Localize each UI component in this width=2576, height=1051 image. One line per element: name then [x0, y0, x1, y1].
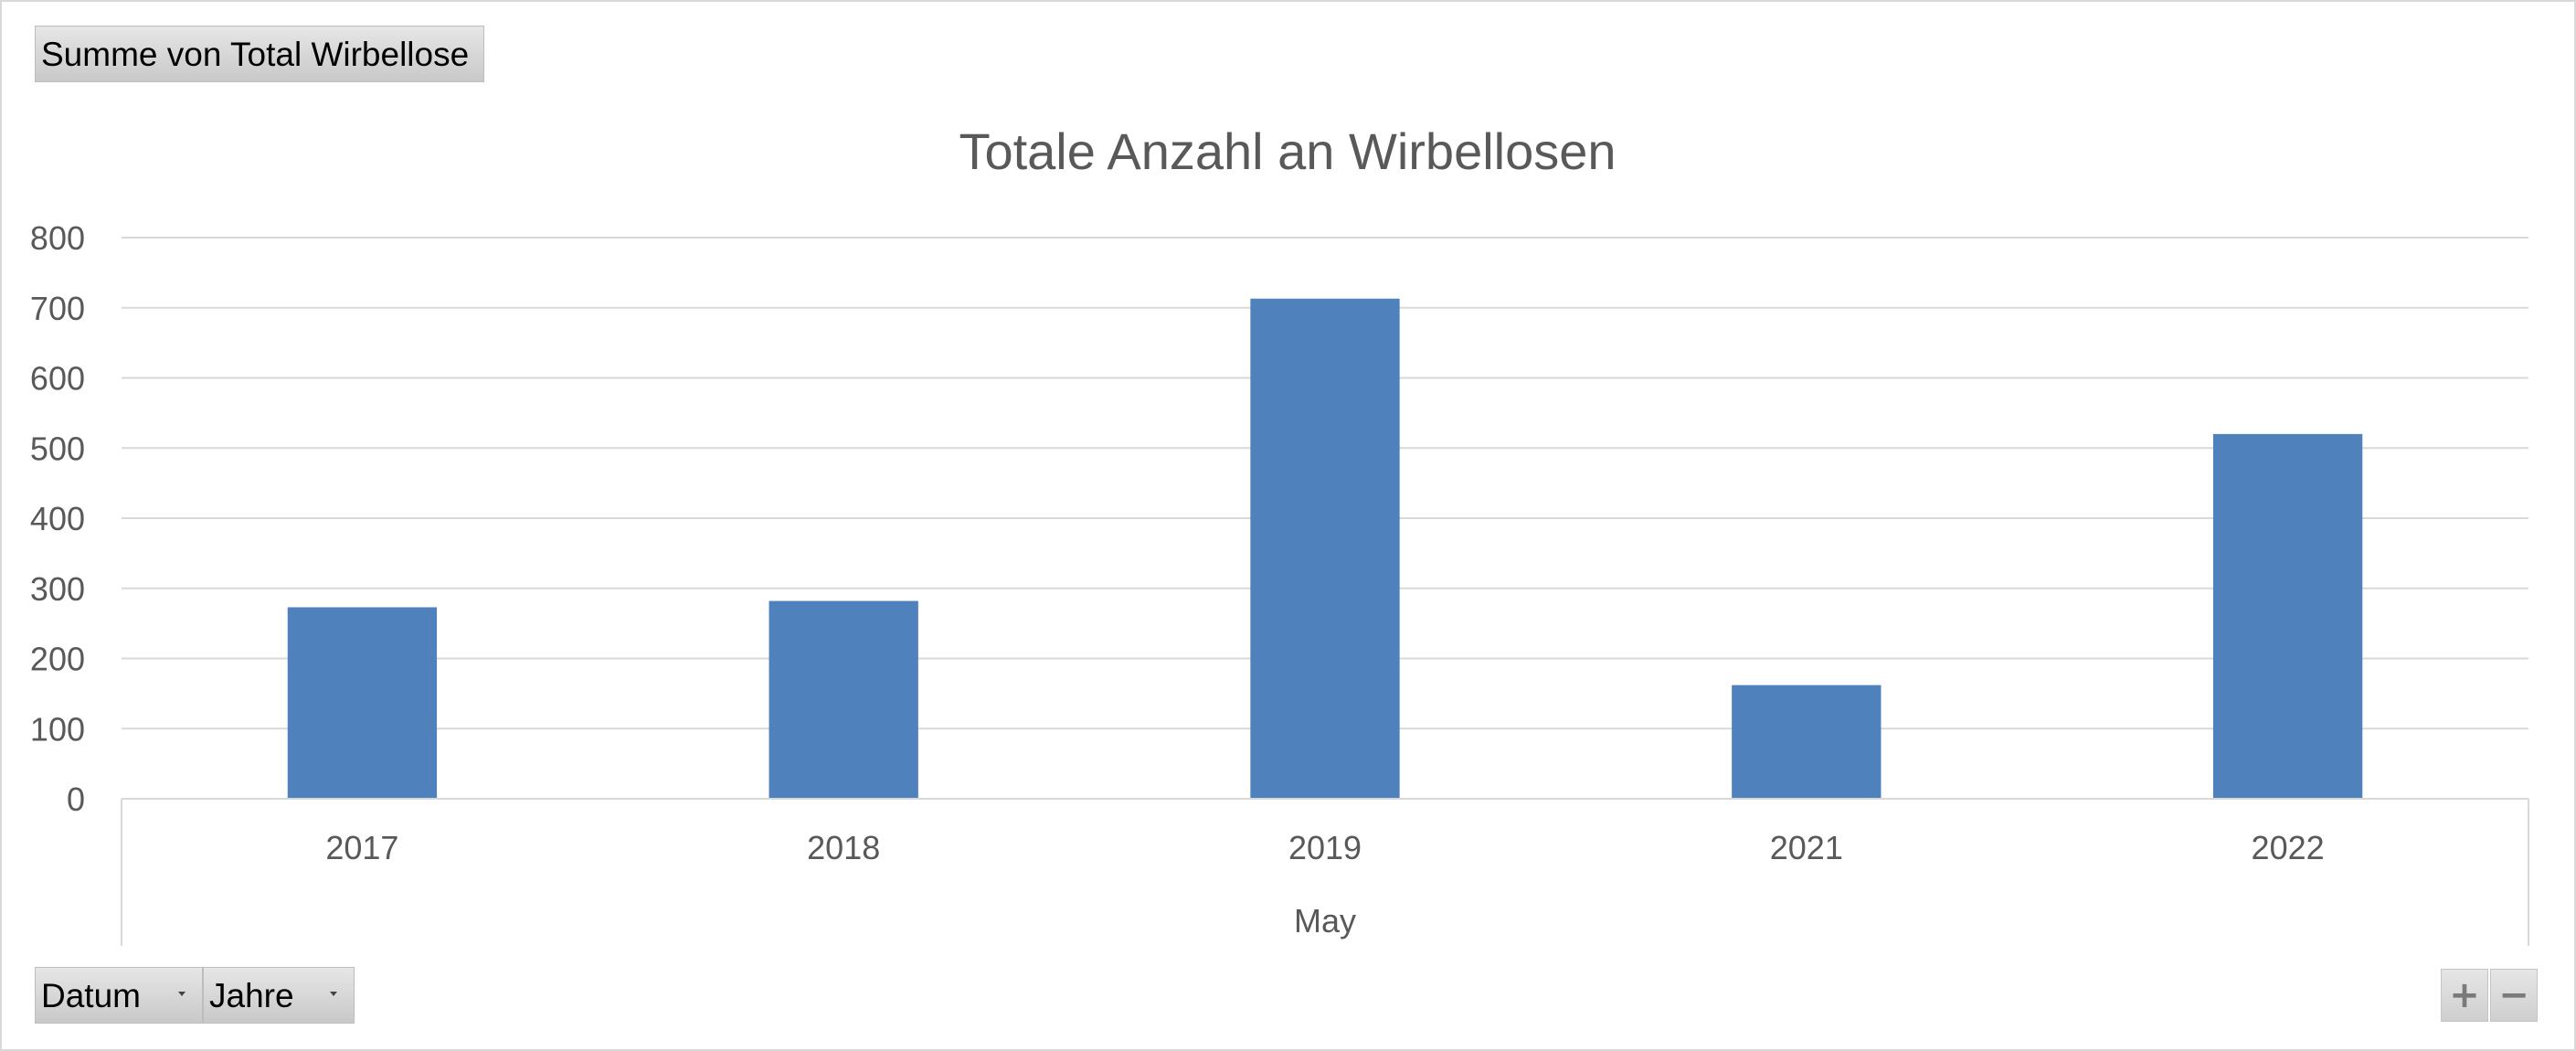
x-tick-label: 2022: [2252, 829, 2325, 866]
pivot-field-datum-button[interactable]: Datum: [35, 967, 203, 1024]
pivot-field-datum-label: Datum: [41, 977, 141, 1014]
x-axis: 2017 2018 2019 2021 2022: [121, 798, 2529, 946]
bar-2022[interactable]: [2212, 433, 2363, 799]
y-tick-label: 200: [30, 641, 85, 678]
pivot-field-jahre-button[interactable]: Jahre: [203, 967, 355, 1024]
dropdown-arrow-icon[interactable]: [330, 992, 337, 996]
pivot-field-jahre-label: Jahre: [209, 977, 294, 1014]
y-tick-label: 0: [67, 780, 85, 818]
pivot-value-field-button[interactable]: Summe von Total Wirbellose: [35, 26, 484, 82]
x-tick-label: 2019: [1288, 829, 1362, 866]
bar-2021[interactable]: [1732, 685, 1882, 799]
y-tick-label: 300: [30, 570, 85, 608]
x-tick-label: 2017: [325, 829, 398, 866]
chart-title: Totale Anzahl an Wirbellosen: [959, 122, 1616, 180]
y-tick-label: 100: [30, 710, 85, 748]
collapse-field-button[interactable]: −: [2490, 969, 2538, 1022]
expand-field-button[interactable]: +: [2441, 969, 2488, 1022]
y-axis: 0 100 200 300 400 500 600 700 800: [30, 219, 85, 818]
y-tick-label: 500: [30, 430, 85, 467]
x-axis-group-label: May: [1294, 902, 1356, 940]
bar-2019[interactable]: [1250, 298, 1400, 800]
bar-2018[interactable]: [769, 600, 918, 799]
x-tick-label: 2018: [807, 829, 880, 866]
y-tick-label: 600: [30, 360, 85, 398]
y-tick-label: 700: [30, 290, 85, 327]
bar-2017[interactable]: [287, 607, 438, 799]
y-tick-label: 800: [30, 219, 85, 257]
dropdown-arrow-icon[interactable]: [178, 992, 186, 996]
bars[interactable]: [287, 298, 2363, 800]
y-tick-label: 400: [30, 500, 85, 537]
x-tick-label: 2021: [1770, 829, 1843, 866]
